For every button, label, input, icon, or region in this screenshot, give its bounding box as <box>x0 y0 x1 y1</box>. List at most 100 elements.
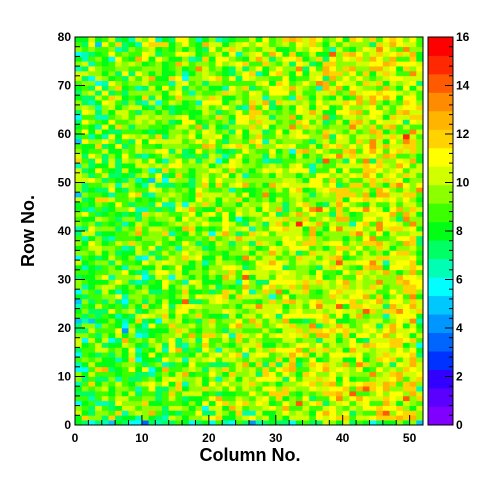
heatmap-cell <box>195 104 203 111</box>
heatmap-cell <box>162 90 170 96</box>
heatmap-cell <box>128 216 136 222</box>
heatmap-cell <box>95 187 103 193</box>
heatmap-cell <box>188 308 196 314</box>
heatmap-cell <box>128 240 136 246</box>
heatmap-cell <box>349 129 357 135</box>
heatmap-cell <box>228 284 236 290</box>
heatmap-cell <box>162 410 170 416</box>
heatmap-cell <box>376 337 384 343</box>
heatmap-cell <box>349 245 357 251</box>
heatmap-cell <box>369 420 377 426</box>
heatmap-cell <box>141 119 149 125</box>
heatmap-cell <box>349 323 357 329</box>
heatmap-cell <box>409 206 417 212</box>
heatmap-cell <box>329 124 337 130</box>
heatmap-cell <box>168 269 176 275</box>
heatmap-cell <box>262 323 270 329</box>
heatmap-cell <box>81 153 89 159</box>
heatmap-cell <box>101 211 109 217</box>
heatmap-cell <box>228 313 236 319</box>
heatmap-cell <box>376 138 384 145</box>
heatmap-cell <box>81 197 89 203</box>
heatmap-cell <box>249 405 257 411</box>
heatmap-cell <box>289 376 297 382</box>
heatmap-cell <box>182 206 190 212</box>
heatmap-cell <box>322 177 330 183</box>
heatmap-cell <box>389 197 397 203</box>
heatmap-cell <box>235 274 243 280</box>
heatmap-cell <box>195 216 203 222</box>
heatmap-cell <box>275 177 283 183</box>
heatmap-cell <box>222 352 230 358</box>
heatmap-cell <box>101 119 109 125</box>
heatmap-cell <box>329 395 337 402</box>
heatmap-cell <box>215 405 223 411</box>
heatmap-cell <box>396 255 404 261</box>
heatmap-cell <box>269 95 277 101</box>
heatmap-cell <box>135 245 143 251</box>
heatmap-cell <box>255 100 263 106</box>
heatmap-cell <box>389 182 397 188</box>
heatmap-cell <box>302 221 310 227</box>
heatmap-cell <box>295 352 303 358</box>
heatmap-cell <box>202 294 210 300</box>
heatmap-cell <box>389 269 397 275</box>
heatmap-cell <box>115 371 123 377</box>
heatmap-cell <box>416 129 424 135</box>
heatmap-cell <box>269 148 277 154</box>
heatmap-cell <box>202 240 210 246</box>
heatmap-cell <box>302 70 310 77</box>
heatmap-cell <box>376 231 384 237</box>
heatmap-cell <box>369 167 377 174</box>
heatmap-cell <box>302 342 310 348</box>
heatmap-cell <box>396 226 404 232</box>
heatmap-cell <box>396 400 404 406</box>
heatmap-cell <box>389 221 397 227</box>
heatmap-cell <box>275 95 283 101</box>
heatmap-cell <box>269 303 277 309</box>
colorbar-swatch <box>428 332 453 352</box>
heatmap-cell <box>329 240 337 246</box>
heatmap-cell <box>148 245 156 251</box>
heatmap-cell <box>128 221 136 227</box>
heatmap-cell <box>208 313 216 319</box>
heatmap-cell <box>269 114 277 120</box>
heatmap-cell <box>115 85 123 91</box>
heatmap-cell <box>148 221 156 227</box>
heatmap-cell <box>349 386 357 392</box>
heatmap-cell <box>282 66 290 72</box>
heatmap-cell <box>349 410 357 416</box>
heatmap-cell <box>282 197 290 203</box>
heatmap-cell <box>262 163 270 169</box>
colorbar-swatch <box>428 73 453 93</box>
heatmap-cell <box>88 328 96 334</box>
heatmap-cell <box>349 138 357 145</box>
heatmap-cell <box>255 323 263 329</box>
heatmap-cell <box>162 56 170 62</box>
heatmap-cell <box>275 371 283 377</box>
heatmap-cell <box>342 153 350 159</box>
heatmap-cell <box>289 206 297 212</box>
heatmap-cell <box>242 197 250 203</box>
heatmap-cell <box>356 357 364 363</box>
heatmap-cell <box>88 66 96 72</box>
heatmap-cell <box>295 201 303 208</box>
heatmap-cell <box>215 192 223 198</box>
heatmap-cell <box>228 114 236 120</box>
heatmap-cell <box>402 235 410 242</box>
heatmap-cell <box>222 129 230 135</box>
heatmap-cell <box>108 211 116 217</box>
heatmap-cell <box>162 342 170 348</box>
heatmap-cell <box>208 391 216 397</box>
heatmap-cell <box>289 386 297 392</box>
heatmap-cell <box>362 376 370 382</box>
heatmap-cell <box>249 163 257 169</box>
heatmap-cell <box>282 371 290 377</box>
heatmap-cell <box>195 323 203 329</box>
heatmap-cell <box>141 395 149 402</box>
heatmap-cell <box>275 279 283 285</box>
heatmap-cell <box>362 347 370 353</box>
heatmap-cell <box>255 308 263 314</box>
heatmap-cell <box>148 289 156 295</box>
heatmap-cell <box>175 124 183 130</box>
